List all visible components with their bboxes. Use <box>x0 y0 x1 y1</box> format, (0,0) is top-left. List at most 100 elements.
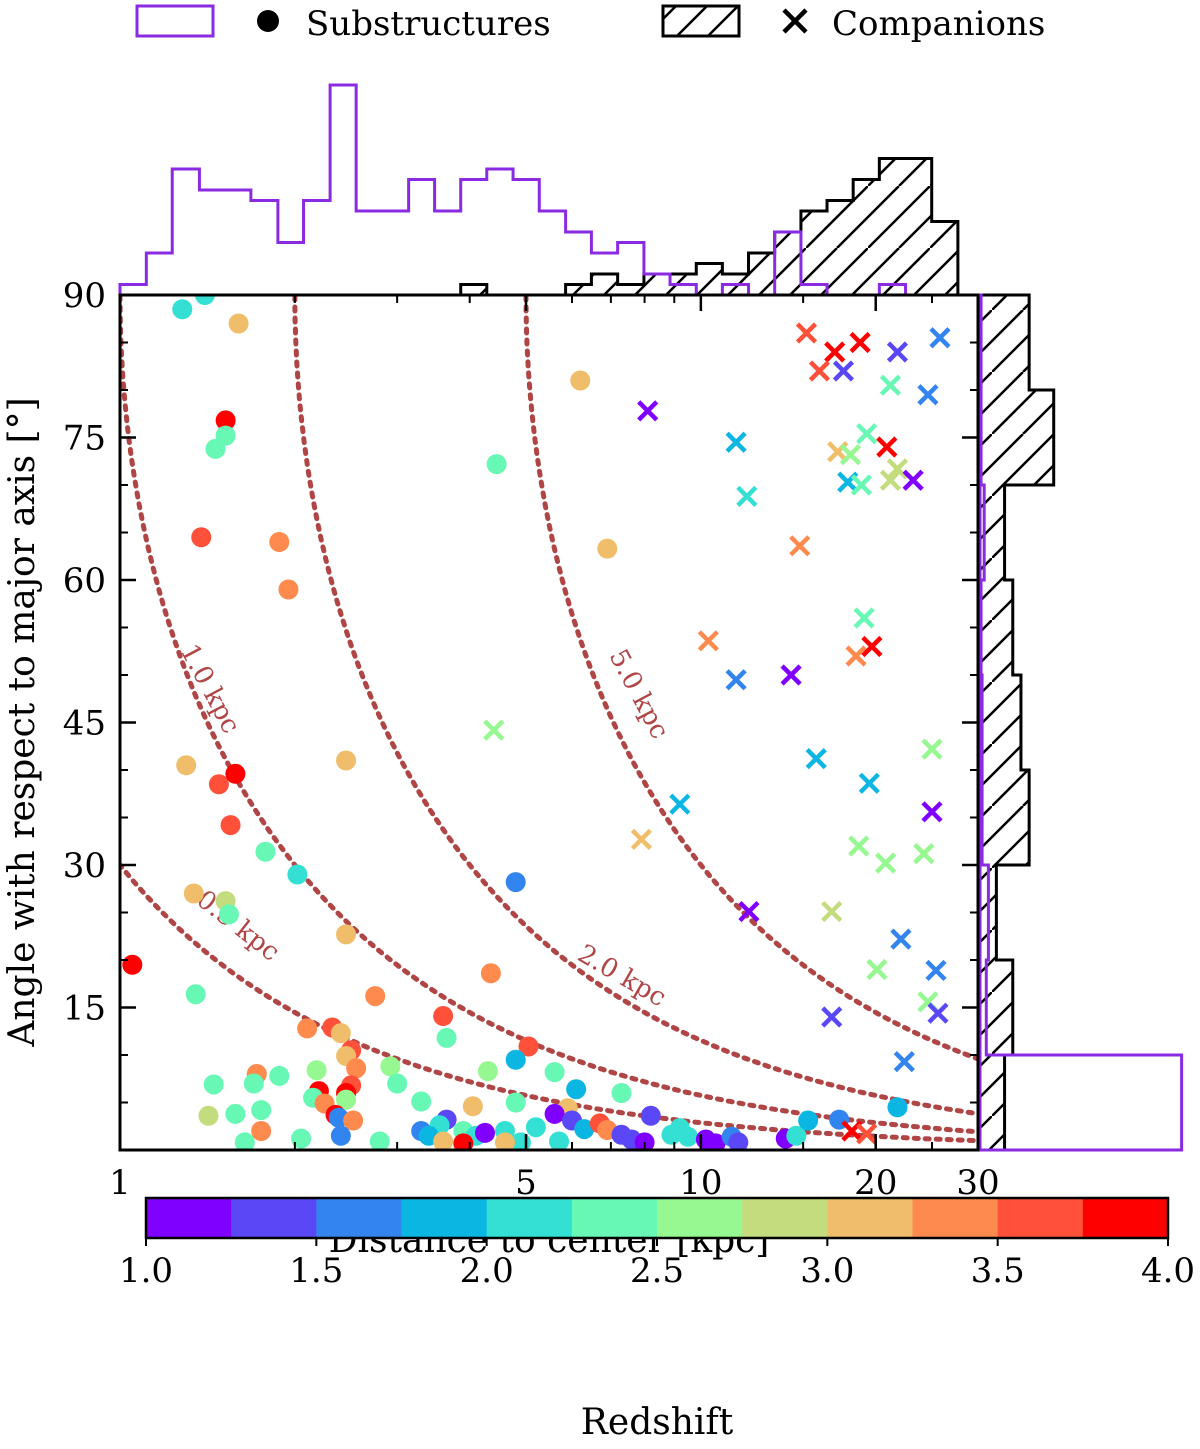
colorbar-swatch-3 <box>401 1198 488 1238</box>
right-histogram <box>978 293 1184 1152</box>
colorbar-swatch-10 <box>997 1198 1084 1238</box>
companion-point-13 <box>876 436 898 458</box>
substructure-point-33 <box>518 1036 539 1057</box>
companion-point-37 <box>875 852 897 874</box>
colorbar-swatch-11 <box>1082 1198 1169 1238</box>
colorbar-tick-label-0: 1.0 <box>119 1251 173 1291</box>
substructure-point-100 <box>369 1131 390 1150</box>
legend-companions-hist-swatch <box>661 4 741 38</box>
companion-point-2 <box>849 331 871 354</box>
legend-substructures-label: Substructures <box>306 4 551 44</box>
substructure-point-59 <box>225 1103 246 1124</box>
substructure-point-55 <box>411 1091 432 1112</box>
substructure-point-98 <box>453 1133 474 1150</box>
substructure-point-57 <box>505 1092 526 1113</box>
companion-point-11 <box>736 485 758 507</box>
substructure-point-9 <box>269 532 290 552</box>
colorbar-tick-label-2: 2.0 <box>460 1251 514 1291</box>
substructure-point-94 <box>887 1097 908 1118</box>
colorbar-swatch-4 <box>486 1198 573 1238</box>
x-tick-label-2: 10 <box>679 1163 722 1203</box>
companion-point-17 <box>902 469 924 491</box>
substructure-point-49 <box>611 1083 632 1103</box>
companion-point-6 <box>832 360 855 382</box>
substructure-point-102 <box>291 1128 312 1149</box>
companion-point-36 <box>913 843 935 865</box>
substructure-point-19 <box>505 872 526 893</box>
colorbar-swatch-5 <box>571 1198 658 1238</box>
substructure-point-15 <box>336 750 357 771</box>
substructure-point-10 <box>597 538 618 559</box>
top-histogram <box>118 83 960 297</box>
legend-substructures-marker <box>257 10 279 32</box>
substructure-point-12 <box>176 755 197 776</box>
companion-point-34 <box>630 828 652 850</box>
substructure-point-22 <box>218 904 239 925</box>
substructure-point-99 <box>494 1132 515 1150</box>
companion-point-16 <box>886 458 909 480</box>
companion-point-46 <box>893 1051 915 1073</box>
substructure-point-32 <box>436 1027 457 1048</box>
substructure-point-1 <box>194 295 215 305</box>
colorbar-swatch-9 <box>912 1198 999 1238</box>
substructure-point-74 <box>544 1103 565 1124</box>
substructure-point-87 <box>705 1133 726 1150</box>
substructure-point-31 <box>330 1023 351 1044</box>
colorbar-swatch-8 <box>827 1198 913 1238</box>
substructure-point-103 <box>330 1125 351 1146</box>
companion-point-44 <box>927 1002 949 1024</box>
colorbar-tick-label-5: 3.5 <box>971 1251 1025 1291</box>
colorbar-ticks: 1.0 1.5 2.0 2.5 3.0 3.5 4.0 <box>119 1238 1195 1291</box>
x-tick-label-4: 30 <box>956 1163 999 1203</box>
companion-point-40 <box>890 928 912 950</box>
legend-companions-label: Companions <box>832 4 1045 44</box>
colorbar-tick-label-3: 2.5 <box>630 1251 684 1291</box>
substructure-point-30 <box>297 1018 318 1039</box>
companion-point-8 <box>917 384 939 406</box>
companion-point-19 <box>850 474 873 496</box>
substructure-point-64 <box>198 1105 219 1126</box>
legend: Substructures Companions <box>135 4 1045 44</box>
colorbar-swatch-7 <box>742 1198 828 1238</box>
companion-point-32 <box>669 793 691 815</box>
substructure-point-43 <box>346 1058 367 1079</box>
y-tick-label-2: 45 <box>63 704 106 744</box>
companion-point-38 <box>738 900 760 923</box>
substructure-point-37 <box>380 1056 401 1077</box>
companion-point-0 <box>795 322 818 344</box>
companion-point-42 <box>866 958 888 981</box>
substructure-point-81 <box>640 1105 661 1126</box>
substructure-point-6 <box>215 425 236 446</box>
substructure-point-2 <box>228 313 249 334</box>
y-tick-label-3: 60 <box>63 561 106 601</box>
substructure-point-20 <box>183 883 204 904</box>
substructure-point-24 <box>480 963 501 984</box>
substructure-point-96 <box>549 1131 570 1150</box>
companion-point-4 <box>929 327 951 349</box>
substructure-point-60 <box>251 1100 272 1121</box>
substructure-point-17 <box>255 841 276 862</box>
companion-point-20 <box>879 469 902 491</box>
colorbar-swatches <box>146 1198 1169 1238</box>
top-hist-substructures <box>118 83 932 297</box>
substructure-point-85 <box>677 1126 698 1147</box>
colorbar-tick-label-1: 1.5 <box>289 1251 343 1291</box>
companion-point-31 <box>858 772 880 794</box>
companion-point-23 <box>697 630 719 652</box>
substructure-point-45 <box>243 1073 264 1094</box>
companion-point-15 <box>839 444 862 466</box>
substructure-point-101 <box>251 1121 272 1141</box>
substructure-point-42 <box>269 1065 290 1086</box>
substructure-point-39 <box>544 1062 565 1083</box>
substructure-point-48 <box>566 1079 587 1100</box>
colorbar-swatch-0 <box>146 1198 232 1238</box>
companion-point-21 <box>789 535 811 557</box>
substructure-point-13 <box>208 774 229 795</box>
colorbar-tick-label-4: 3.0 <box>800 1251 854 1291</box>
companion-point-12 <box>856 423 878 445</box>
contour-2 <box>292 295 978 1117</box>
colorbar-swatch-1 <box>231 1198 317 1238</box>
